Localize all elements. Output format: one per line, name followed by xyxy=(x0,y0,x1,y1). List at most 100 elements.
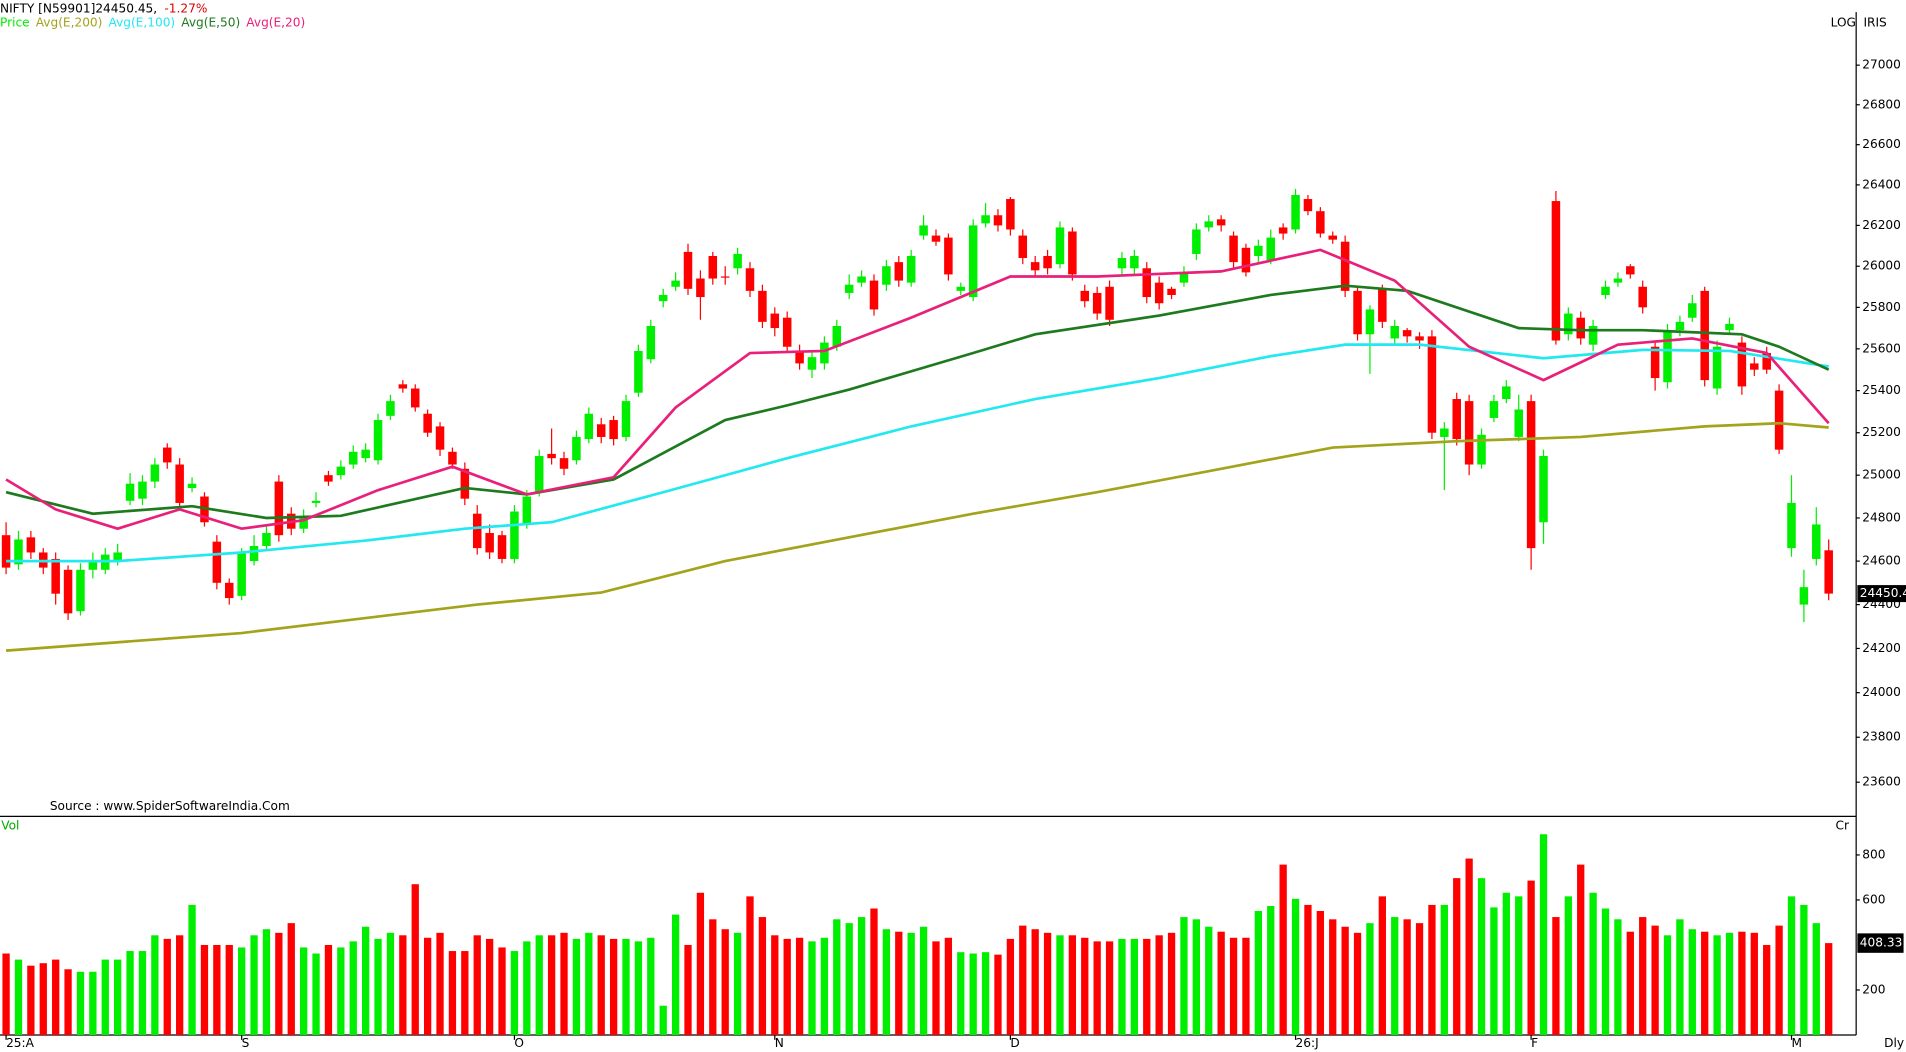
volume-bar xyxy=(857,917,866,1035)
volume-bar xyxy=(1267,906,1275,1035)
candle-body xyxy=(522,496,532,525)
volume-bar xyxy=(1304,904,1312,1035)
volume-bar xyxy=(746,896,754,1035)
volume-bar xyxy=(1254,910,1262,1035)
y-tick-label: 23800 xyxy=(1862,730,1901,744)
candle-body xyxy=(1,535,11,568)
volume-bar xyxy=(1453,878,1461,1035)
last-volume-box xyxy=(1857,933,1904,953)
volume-bar xyxy=(895,931,903,1035)
candle-body xyxy=(1117,258,1127,269)
candle-body xyxy=(993,215,1003,226)
volume-bar xyxy=(423,937,432,1035)
volume-bar xyxy=(572,938,581,1035)
volume-bar xyxy=(1477,878,1486,1035)
candle-body xyxy=(361,449,370,459)
candle-body xyxy=(1675,321,1685,331)
volume-bar xyxy=(1415,923,1424,1035)
candle-body xyxy=(51,558,60,594)
candle-body xyxy=(1712,346,1722,389)
candle-body xyxy=(534,456,544,493)
volume-bar xyxy=(1143,938,1151,1035)
candle-body xyxy=(1266,237,1276,261)
candle-body xyxy=(1663,330,1672,383)
candle-body xyxy=(621,401,631,437)
y-tick-label: 26000 xyxy=(1862,259,1901,273)
volume-bar xyxy=(1205,926,1213,1035)
candle-body xyxy=(968,225,978,298)
volume-bar xyxy=(1539,834,1548,1035)
candle-body xyxy=(1824,550,1833,594)
volume-bar xyxy=(1614,919,1622,1035)
legend-entry: Avg(E,200) xyxy=(36,16,103,30)
candle-body xyxy=(1080,290,1090,302)
y-tick-label: 26200 xyxy=(1862,218,1901,232)
candle-body xyxy=(1799,587,1809,605)
candle-body xyxy=(1502,386,1511,400)
volume-bar xyxy=(1738,931,1746,1035)
volume-bar xyxy=(485,938,494,1035)
volume-bar xyxy=(1725,932,1734,1035)
candle-body xyxy=(386,401,395,416)
volume-bar xyxy=(634,941,643,1035)
legend-entry: Avg(E,50) xyxy=(181,16,240,30)
candle-body xyxy=(1092,292,1102,314)
candle-body xyxy=(795,350,804,364)
volume-bar xyxy=(1329,919,1337,1035)
last-price-label: 24450.45 xyxy=(1860,586,1906,600)
legend-price: Price xyxy=(0,16,30,30)
candle-body xyxy=(1179,272,1189,283)
moving-average-line xyxy=(5,421,1829,652)
volume-bar xyxy=(200,944,209,1035)
candle-body xyxy=(720,276,730,278)
candle-body xyxy=(187,483,197,488)
candle-body xyxy=(138,481,147,499)
candle-body xyxy=(1030,262,1040,271)
candle-body xyxy=(1216,219,1226,226)
volume-bar xyxy=(758,917,767,1035)
volume-bar xyxy=(1527,880,1535,1035)
volume-bar xyxy=(932,941,940,1035)
candle-body xyxy=(1452,399,1461,440)
candle-body xyxy=(348,451,358,465)
candle-body xyxy=(1142,268,1152,298)
volume-bar xyxy=(324,944,333,1035)
volume-bar xyxy=(1713,935,1721,1035)
volume-bar xyxy=(498,947,506,1035)
volume-bar xyxy=(510,951,519,1035)
volume-bar xyxy=(733,932,742,1035)
volume-bar xyxy=(461,951,469,1035)
legend-entry: Avg(E,20) xyxy=(246,16,305,30)
y-tick-label: 26800 xyxy=(1862,97,1901,111)
volume-bar xyxy=(1341,926,1349,1035)
y-tick-label: 25200 xyxy=(1862,425,1901,439)
volume-bar xyxy=(1378,896,1386,1035)
y-tick-label: 26600 xyxy=(1862,137,1901,151)
volume-bar xyxy=(1564,896,1572,1035)
candle-body xyxy=(931,235,941,242)
volume-bar xyxy=(1105,941,1114,1035)
volume-bar xyxy=(1093,941,1101,1035)
candle-body xyxy=(113,552,122,562)
volume-bar xyxy=(188,904,196,1035)
volume-bar xyxy=(1812,923,1820,1035)
candle-body xyxy=(745,268,755,291)
x-tick-label: N xyxy=(775,1036,784,1050)
moving-average-line xyxy=(5,248,1830,531)
candle-body xyxy=(844,284,854,293)
volume-bar xyxy=(1031,929,1039,1035)
candle-body xyxy=(1154,282,1164,304)
volume-bar xyxy=(1589,892,1597,1035)
candle-body xyxy=(125,483,135,501)
candle-body xyxy=(882,266,891,285)
volume-bar xyxy=(1130,938,1139,1035)
candle-body xyxy=(1700,290,1709,381)
volume-bar xyxy=(126,951,134,1035)
candle-body xyxy=(1526,401,1536,549)
volume-bar xyxy=(27,965,35,1035)
volume-y-tick-label: 800 xyxy=(1862,847,1885,861)
candle-body xyxy=(671,280,680,287)
volume-bar xyxy=(696,892,705,1035)
candle-body xyxy=(1204,221,1214,228)
volume-bar xyxy=(783,938,791,1035)
